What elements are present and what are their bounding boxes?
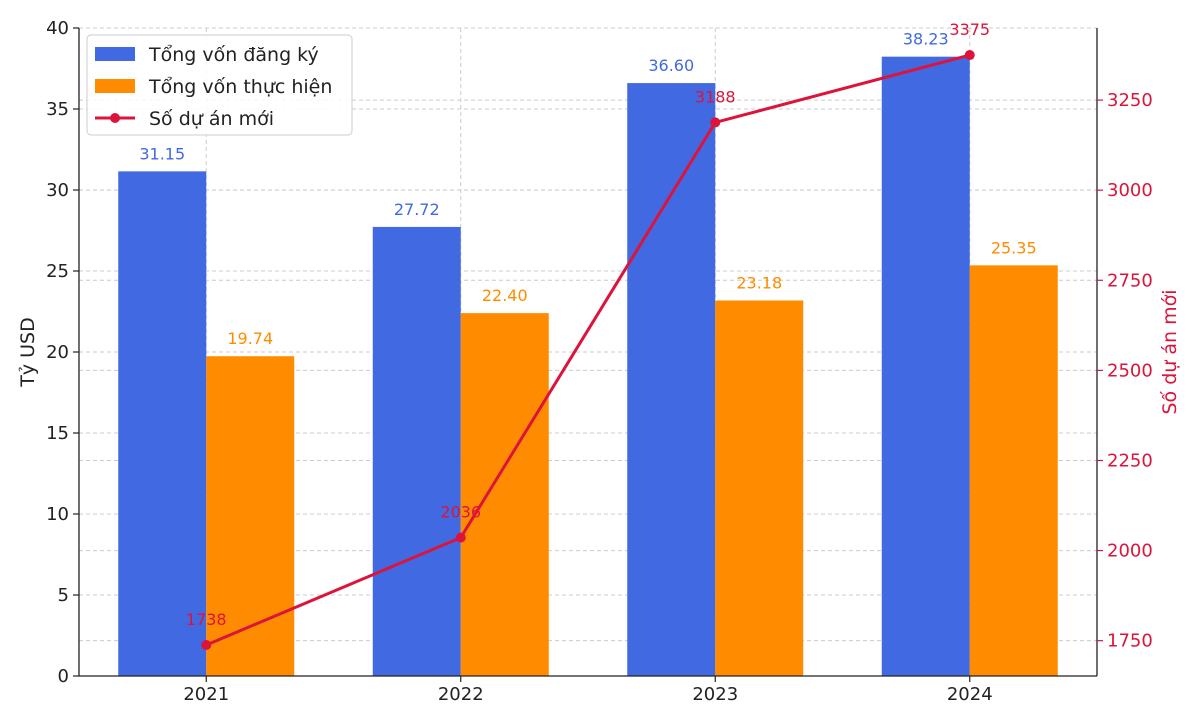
bars xyxy=(118,56,1058,676)
legend-label-so-du-an-moi: Số dự án mới xyxy=(149,108,274,130)
y2-tick-label-2750: 2750 xyxy=(1107,270,1153,291)
legend-label-tong-von-thuc-hien: Tổng vốn thực hiện xyxy=(148,76,332,98)
y-tick-label-0: 0 xyxy=(58,666,69,687)
data-label-tong-von-dang-ky-2021: 31.15 xyxy=(139,144,185,163)
y2-tick-label-2250: 2250 xyxy=(1107,450,1153,471)
data-label-so-du-an-moi-2021: 1738 xyxy=(186,610,227,629)
x-tick-label-2023: 2023 xyxy=(692,684,738,705)
y-tick-label-15: 15 xyxy=(46,423,69,444)
bar-tong-von-thuc-hien-2023 xyxy=(715,300,804,676)
data-label-so-du-an-moi-2024: 3375 xyxy=(949,20,990,39)
bar-tong-von-thuc-hien-2022 xyxy=(460,313,549,676)
y-tick-label-30: 30 xyxy=(46,180,69,201)
y2-tick-label-1750: 1750 xyxy=(1107,631,1153,652)
y2-tick-label-3000: 3000 xyxy=(1107,180,1153,201)
x-tick-label-2024: 2024 xyxy=(947,684,993,705)
y-tick-label-40: 40 xyxy=(46,18,69,39)
y2-axis-title: Số dự án mới xyxy=(1159,289,1181,414)
data-label-tong-von-dang-ky-2023: 36.60 xyxy=(648,56,694,75)
data-label-so-du-an-moi-2023: 3188 xyxy=(695,87,736,106)
y-tick-label-20: 20 xyxy=(46,342,69,363)
bar-tong-von-thuc-hien-2024 xyxy=(969,265,1058,676)
y2-tick-label-2000: 2000 xyxy=(1107,541,1153,562)
legend-marker-so-du-an-moi xyxy=(110,113,120,123)
data-label-tong-von-dang-ky-2022: 27.72 xyxy=(394,200,440,219)
y-tick-label-35: 35 xyxy=(46,99,69,120)
legend-swatch-tong-von-dang-ky xyxy=(95,47,135,61)
point-so-du-an-moi-2021 xyxy=(201,640,212,651)
y-axis-title: Tỷ USD xyxy=(17,317,39,388)
point-so-du-an-moi-2023 xyxy=(710,117,721,128)
bar-tong-von-dang-ky-2024 xyxy=(881,56,970,676)
legend-swatch-tong-von-thuc-hien xyxy=(95,79,135,93)
legend: Tổng vốn đăng ký Tổng vốn thực hiện Số dự … xyxy=(86,34,353,136)
y-tick-label-5: 5 xyxy=(58,585,69,606)
bar-tong-von-dang-ky-2023 xyxy=(627,83,716,676)
axes: 0 5 10 15 20 25 30 35 40 1750 2000 2250 2500 2750 3000… xyxy=(17,18,1181,705)
point-so-du-an-moi-2022 xyxy=(455,532,466,543)
x-tick-label-2021: 2021 xyxy=(183,684,229,705)
y-tick-label-25: 25 xyxy=(46,261,69,282)
bar-tong-von-dang-ky-2021 xyxy=(118,171,207,676)
line-series xyxy=(201,50,975,651)
y2-tick-label-3250: 3250 xyxy=(1107,90,1153,111)
data-label-tong-von-thuc-hien-2023: 23.18 xyxy=(736,273,782,292)
x-tick-label-2022: 2022 xyxy=(438,684,484,705)
data-label-so-du-an-moi-2022: 2036 xyxy=(440,503,481,522)
data-labels: 31.15 27.72 36.60 38.23 19.74 22.40 23.18 25.35… xyxy=(139,20,1036,629)
y-tick-label-10: 10 xyxy=(46,504,69,525)
data-label-tong-von-thuc-hien-2022: 22.40 xyxy=(482,286,528,305)
bar-tong-von-thuc-hien-2021 xyxy=(206,356,295,676)
line-so-du-an-moi xyxy=(205,53,971,647)
data-label-tong-von-thuc-hien-2024: 25.35 xyxy=(991,238,1037,257)
legend-box xyxy=(86,34,353,136)
data-label-tong-von-dang-ky-2024: 38.23 xyxy=(903,30,949,49)
data-label-tong-von-thuc-hien-2021: 19.74 xyxy=(227,329,273,348)
y2-tick-label-2500: 2500 xyxy=(1107,360,1153,381)
bar-tong-von-dang-ky-2022 xyxy=(372,226,461,676)
legend-label-tong-von-dang-ky: Tổng vốn đăng ký xyxy=(148,44,319,66)
point-so-du-an-moi-2024 xyxy=(964,50,975,61)
